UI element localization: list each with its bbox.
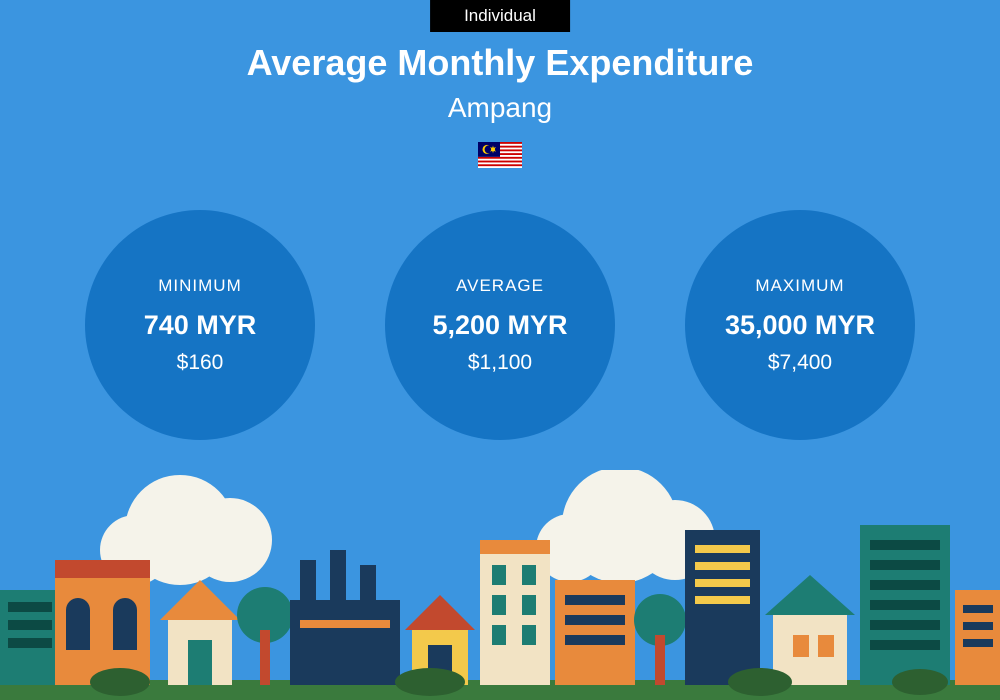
stat-main-value: 5,200 MYR <box>432 310 567 341</box>
stat-sub-value: $160 <box>177 351 224 375</box>
infographic-canvas: Individual Average Monthly Expenditure A… <box>0 0 1000 700</box>
stat-sub-value: $1,100 <box>468 351 532 375</box>
category-tab: Individual <box>430 0 570 32</box>
stat-circle-average: AVERAGE 5,200 MYR $1,100 <box>385 210 615 440</box>
stat-main-value: 740 MYR <box>144 310 257 341</box>
stat-label: MINIMUM <box>158 276 241 296</box>
location-subtitle: Ampang <box>0 92 1000 124</box>
stat-circle-minimum: MINIMUM 740 MYR $160 <box>85 210 315 440</box>
stat-label: MAXIMUM <box>755 276 844 296</box>
page-title: Average Monthly Expenditure <box>0 42 1000 84</box>
stat-main-value: 35,000 MYR <box>725 310 875 341</box>
stat-label: AVERAGE <box>456 276 544 296</box>
stat-circle-maximum: MAXIMUM 35,000 MYR $7,400 <box>685 210 915 440</box>
stat-sub-value: $7,400 <box>768 351 832 375</box>
malaysia-flag-icon <box>478 142 522 168</box>
city-skyline-illustration <box>0 470 1000 700</box>
stat-circles-row: MINIMUM 740 MYR $160 AVERAGE 5,200 MYR $… <box>0 210 1000 440</box>
